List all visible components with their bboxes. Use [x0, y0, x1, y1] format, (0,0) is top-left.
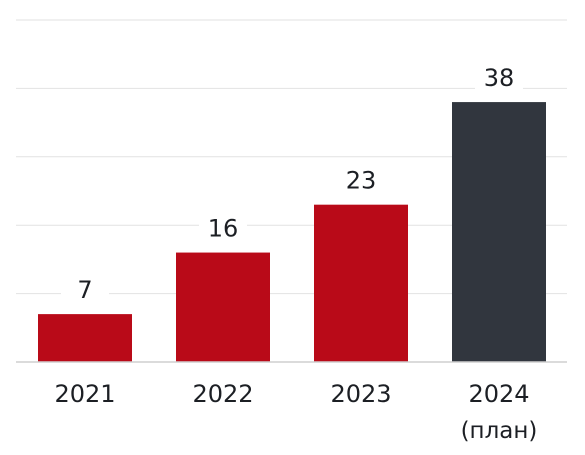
data-label-background: [61, 278, 109, 307]
bar-2023: [314, 204, 408, 362]
x-tick-note: (план): [461, 418, 538, 444]
data-label-background: [199, 216, 247, 245]
data-labels: 7 16 23 38: [61, 64, 523, 307]
data-label: 16: [208, 215, 239, 243]
bar-2024: [452, 102, 546, 362]
x-tick-label: 2022: [192, 380, 253, 408]
data-label: 38: [484, 64, 515, 92]
x-tick-label: 2024: [468, 380, 529, 408]
bars: [38, 102, 546, 362]
data-label: 7: [77, 276, 92, 304]
data-label-background: [337, 168, 385, 197]
bar-2021: [38, 314, 132, 362]
data-label-background: [475, 66, 523, 95]
x-tick-label: 2023: [330, 380, 391, 408]
x-tick-labels: 2021 2022 2023 2024 (план): [54, 380, 537, 444]
bar-2022: [176, 252, 270, 362]
data-label: 23: [346, 167, 377, 195]
x-tick-label: 2021: [54, 380, 115, 408]
